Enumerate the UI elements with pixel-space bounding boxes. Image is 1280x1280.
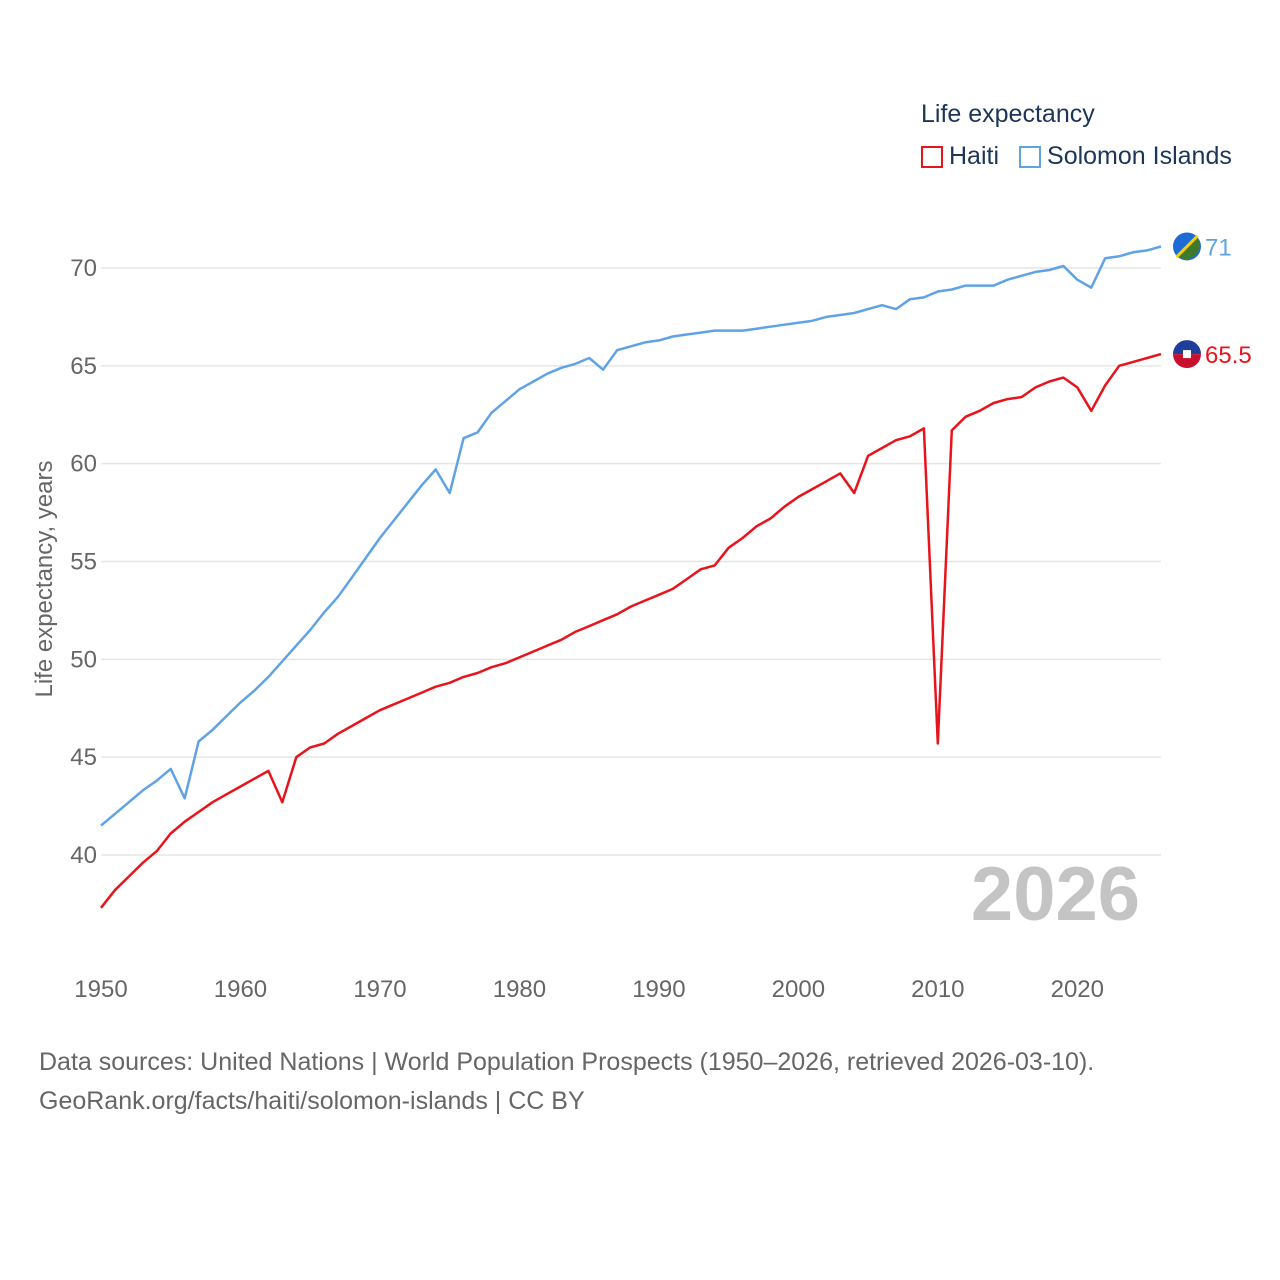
legend-item-solomon-islands[interactable]: Solomon Islands bbox=[1019, 142, 1232, 171]
legend-label-haiti: Haiti bbox=[949, 142, 1000, 170]
y-tick-label: 60 bbox=[70, 451, 97, 478]
x-tick-label: 1950 bbox=[74, 976, 127, 1003]
legend-title: Life expectancy bbox=[921, 100, 1095, 128]
x-axis: 1950 1960 1970 1980 1990 2000 2010 2020 bbox=[74, 976, 1104, 1003]
legend-swatch-solomon-islands bbox=[1019, 145, 1042, 168]
end-labels: 65.5 71 bbox=[1173, 232, 1252, 369]
x-tick-label: 1980 bbox=[493, 976, 546, 1003]
series-lines bbox=[100, 245, 1162, 909]
gridlines bbox=[101, 267, 1161, 856]
y-tick-label: 65 bbox=[70, 353, 97, 380]
flag-haiti-emblem bbox=[1183, 350, 1191, 359]
end-marker-solomon-islands: 71 bbox=[1173, 232, 1232, 261]
y-tick-label: 55 bbox=[70, 549, 97, 576]
y-tick-label: 40 bbox=[70, 842, 97, 869]
x-tick-label: 1970 bbox=[353, 976, 406, 1003]
x-tick-label: 2020 bbox=[1051, 976, 1104, 1003]
end-label-haiti: 65.5 bbox=[1205, 342, 1252, 369]
end-label-solomon-islands: 71 bbox=[1205, 234, 1232, 261]
legend-label-solomon-islands: Solomon Islands bbox=[1047, 142, 1232, 170]
x-tick-label: 2000 bbox=[772, 976, 825, 1003]
flag-haiti-icon bbox=[1173, 340, 1201, 355]
source-note: Data sources: United Nations | World Pop… bbox=[39, 1043, 1094, 1121]
y-axis-label: Life expectancy, years bbox=[31, 460, 58, 697]
source-line-1: Data sources: United Nations | World Pop… bbox=[39, 1048, 1095, 1076]
y-tick-label: 70 bbox=[70, 255, 97, 282]
flag-haiti-lower bbox=[1173, 354, 1201, 369]
x-tick-label: 1960 bbox=[214, 976, 267, 1003]
flag-solomon-islands-stripe bbox=[1175, 234, 1199, 259]
year-watermark: 2026 bbox=[971, 852, 1140, 937]
end-marker-haiti: 65.5 bbox=[1173, 340, 1252, 369]
series-line-haiti[interactable] bbox=[100, 352, 1162, 909]
series-line-solomon-islands[interactable] bbox=[100, 245, 1162, 827]
legend-swatch-haiti bbox=[921, 145, 943, 168]
y-tick-label: 45 bbox=[70, 744, 97, 771]
y-tick-label: 50 bbox=[70, 646, 97, 673]
flag-solomon-islands-lower bbox=[1177, 236, 1200, 260]
legend: Haiti Solomon Islands bbox=[921, 142, 1252, 171]
source-line-2[interactable]: GeoRank.org/facts/haiti/solomon-islands … bbox=[39, 1087, 585, 1115]
x-tick-label: 1990 bbox=[632, 976, 685, 1003]
x-tick-label: 2010 bbox=[911, 976, 964, 1003]
y-axis: 40 45 50 55 60 65 70 bbox=[70, 255, 97, 869]
legend-item-haiti[interactable]: Haiti bbox=[921, 142, 999, 171]
